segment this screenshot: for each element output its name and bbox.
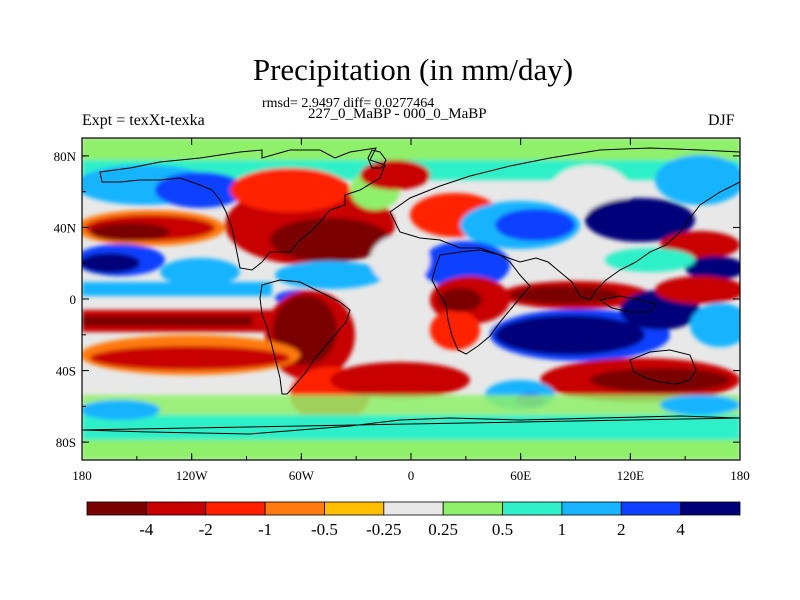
colorbar-label: 4 xyxy=(676,520,685,539)
coastlines xyxy=(82,147,740,435)
colorbar-label: 0.5 xyxy=(492,520,513,539)
colorbar-swatch xyxy=(442,501,503,516)
y-tick-label: 80N xyxy=(54,149,77,164)
y-tick-label: 40S xyxy=(56,364,76,379)
experiment-label: Expt = texXt-texka xyxy=(82,112,205,129)
colorbar-swatch xyxy=(680,501,741,516)
y-tick-label: 80S xyxy=(56,435,76,450)
chart-title: Precipitation (in mm/day) xyxy=(252,52,574,87)
colorbar-label: 0.25 xyxy=(428,520,458,539)
y-tick-label: 0 xyxy=(70,292,77,307)
colorbar-swatch xyxy=(620,501,682,516)
axis-ticks: 180 120W 60W 0 60E 120E 180 80N 40N 0 40S 80S xyxy=(54,138,750,483)
stats-label: rmsd= 2.9497 diff= 0.0277464 xyxy=(262,96,435,111)
colorbar-swatch xyxy=(86,501,147,516)
colorbar-label: -4 xyxy=(139,520,154,539)
colorbar-label: 1 xyxy=(558,520,567,539)
x-tick-label: 120W xyxy=(176,468,209,483)
colorbar-swatch xyxy=(264,501,325,516)
colorbar-label: -0.5 xyxy=(311,520,338,539)
colorbar-swatch xyxy=(145,501,207,516)
season-label: DJF xyxy=(708,112,735,129)
colorbar-swatch xyxy=(383,501,444,516)
colorbar-label: -2 xyxy=(199,520,213,539)
precipitation-field xyxy=(82,138,740,460)
colorbar-swatch xyxy=(561,501,622,516)
y-tick-label: 40N xyxy=(54,220,77,235)
x-tick-label: 60W xyxy=(289,468,315,483)
colorbar-label: -1 xyxy=(258,520,272,539)
colorbar-label: 2 xyxy=(617,520,626,539)
x-tick-label: 120E xyxy=(617,468,645,483)
period-label: 227_0_MaBP - 000_0_MaBP xyxy=(308,106,487,122)
x-tick-label: 180 xyxy=(730,468,750,483)
colorbar-swatch xyxy=(205,501,266,516)
colorbar-swatch xyxy=(502,501,563,516)
colorbar: -4 -2 -1 -0.5 -0.25 0.25 0.5 1 2 4 xyxy=(86,501,741,539)
colorbar-label: -0.25 xyxy=(366,520,401,539)
x-tick-label: 60E xyxy=(510,468,531,483)
x-tick-label: 0 xyxy=(408,468,415,483)
x-tick-label: 180 xyxy=(72,468,92,483)
colorbar-swatch xyxy=(324,501,385,516)
